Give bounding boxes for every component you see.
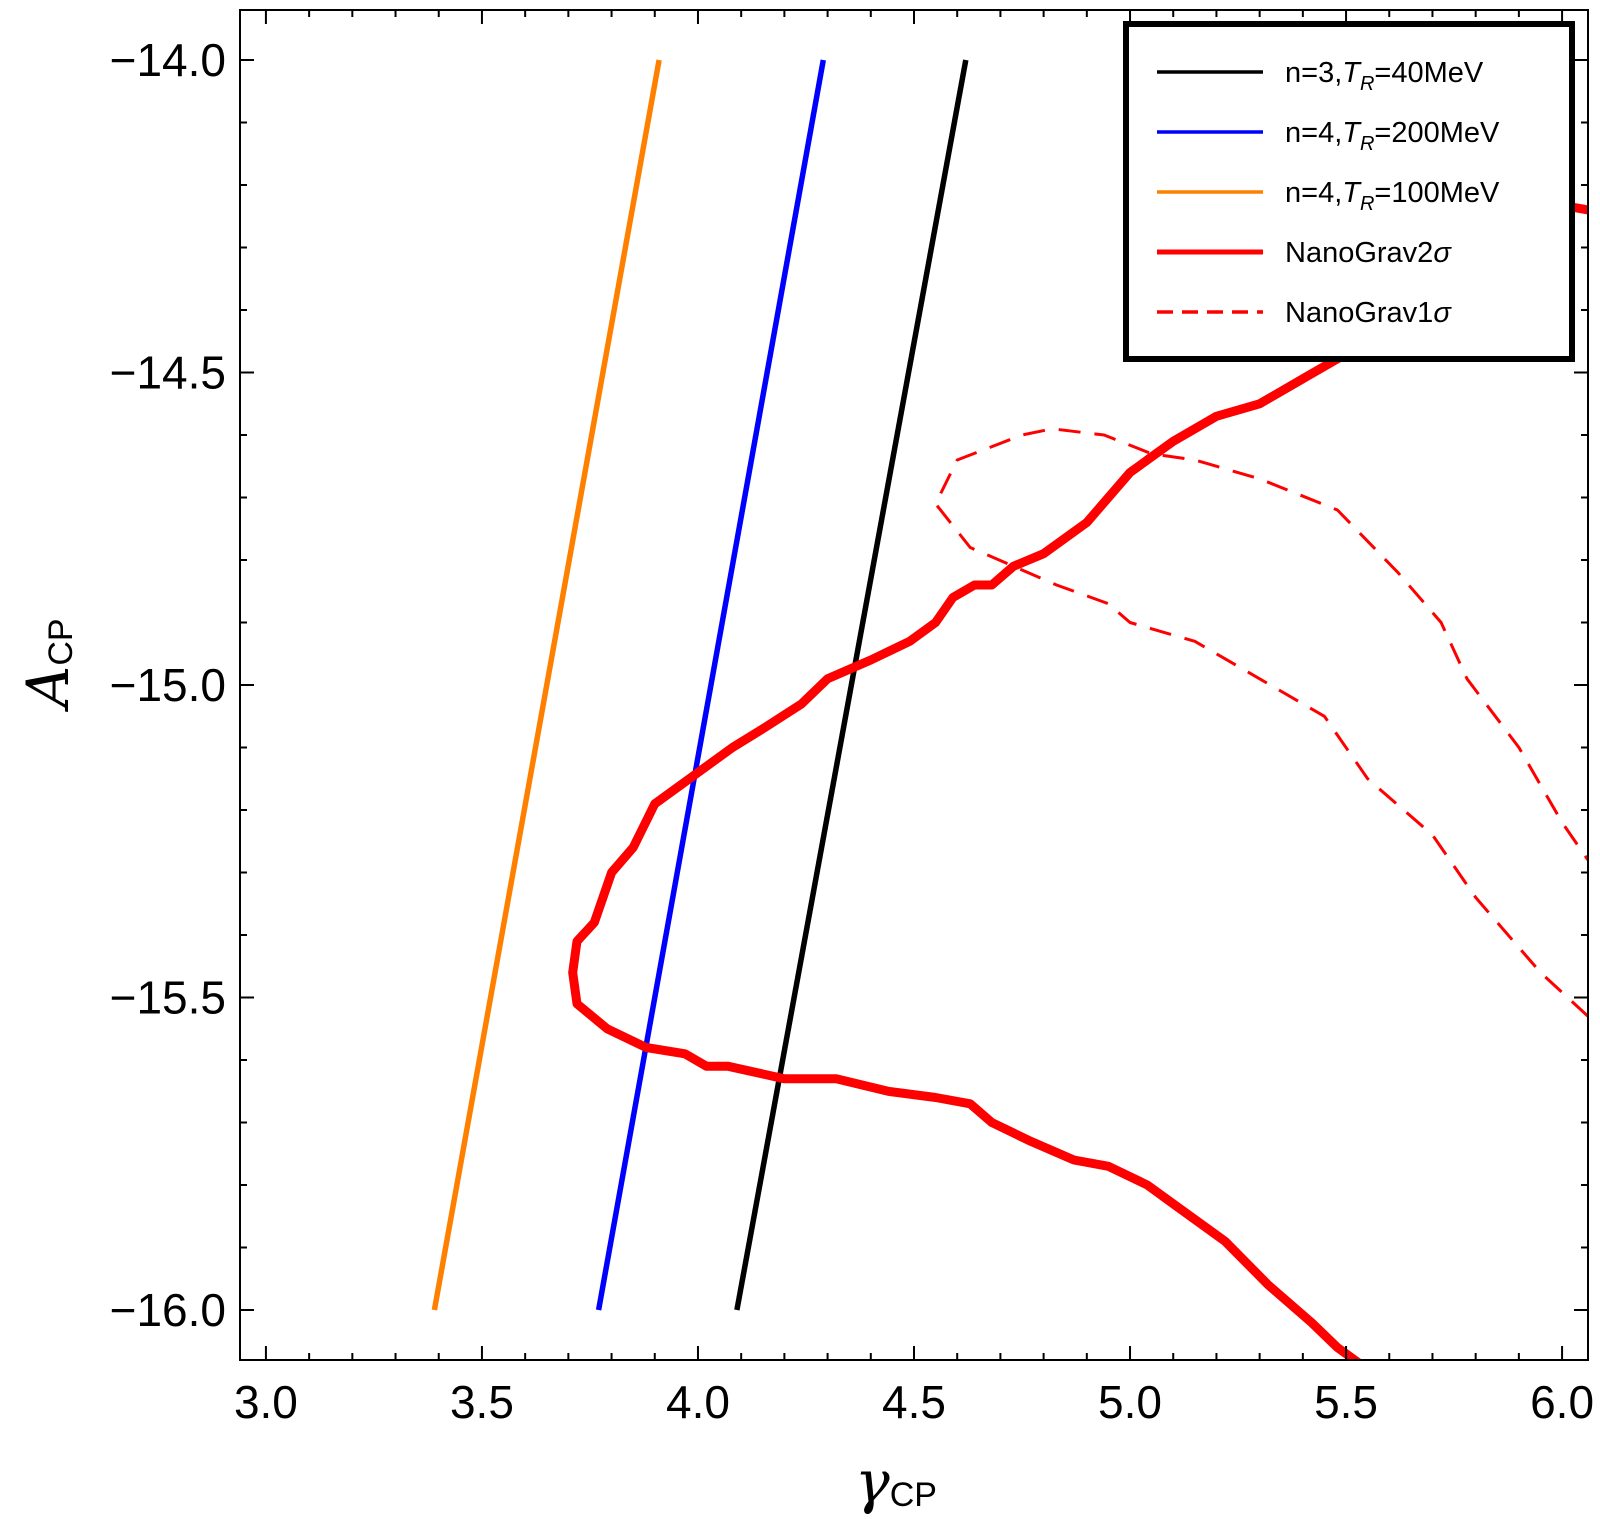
- series-line-4: [934, 427, 1588, 1018]
- legend-label-2: n=4,TR=100MeV: [1285, 177, 1500, 215]
- series-line-0: [734, 59, 969, 1311]
- legend-label-4: NanoGrav1σ: [1285, 297, 1452, 329]
- legend-label-0: n=3,TR=40MeV: [1285, 57, 1484, 95]
- x-tick-label: 4.5: [882, 1376, 946, 1428]
- legend-label-1: n=4,TR=200MeV: [1285, 117, 1500, 155]
- axis-ticks: [240, 10, 1588, 1360]
- x-axis-label: γCP: [855, 1448, 937, 1516]
- series-line-1: [595, 59, 827, 1311]
- series-line-3: [568, 199, 1588, 1360]
- x-tick-label: 6.0: [1530, 1376, 1594, 1428]
- legend-label-3: NanoGrav2σ: [1285, 237, 1452, 269]
- series-layer: [431, 59, 1588, 1360]
- y-tick-label: −14.5: [110, 347, 226, 399]
- legend: n=3,TR=40MeV n=4,TR=200MeV n=4,TR=100MeV Na…: [1123, 21, 1575, 362]
- x-tick-label: 5.0: [1098, 1376, 1162, 1428]
- x-tick-label: 4.0: [666, 1376, 730, 1428]
- x-tick-label: 3.5: [450, 1376, 514, 1428]
- y-tick-label: −15.5: [110, 972, 226, 1024]
- y-tick-label: −15.0: [110, 659, 226, 711]
- y-tick-label: −14.0: [110, 34, 226, 86]
- legend-items: n=3,TR=40MeV n=4,TR=200MeV n=4,TR=100MeV Na…: [1157, 57, 1500, 329]
- y-tick-label: −16.0: [110, 1284, 226, 1336]
- tick-labels: 3.0 3.5 4.0 4.5 5.0 5.5 6.0 −14.0 −14.5 −15.0 −15.…: [110, 34, 1594, 1428]
- y-axis-label: ACP: [14, 618, 82, 712]
- series-line-2: [431, 59, 662, 1311]
- x-tick-label: 5.5: [1314, 1376, 1378, 1428]
- x-tick-label: 3.0: [234, 1376, 298, 1428]
